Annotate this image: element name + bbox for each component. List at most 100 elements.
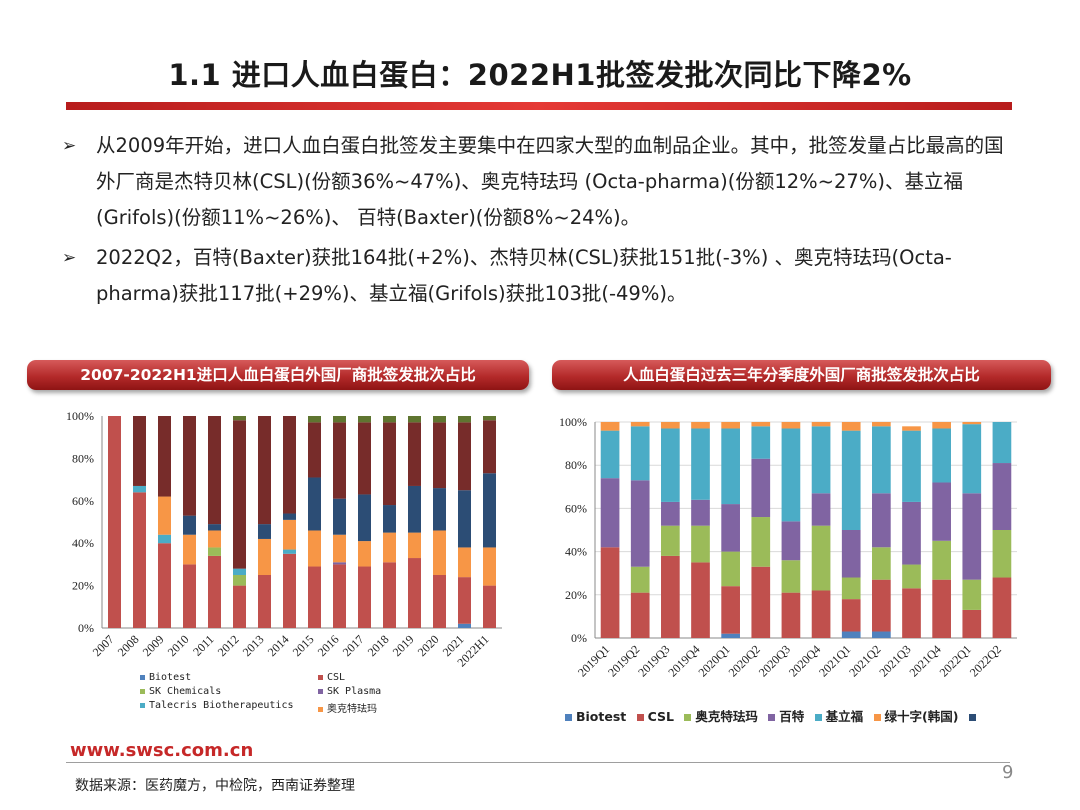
bar-segment-other xyxy=(308,477,321,531)
bar-segment-other xyxy=(358,416,371,423)
x-tick-label: 2011 xyxy=(190,632,217,659)
bar-segment-other xyxy=(258,524,271,539)
bar-segment-other xyxy=(483,416,496,421)
bar-segment-百特 xyxy=(751,458,771,518)
x-tick-label: 2020Q2 xyxy=(726,642,763,679)
website-link[interactable]: www.swsc.com.cn xyxy=(70,740,254,761)
bar-segment-绿十字-韩国- xyxy=(721,422,740,429)
legend-item-sk-plasma: SK Plasma xyxy=(318,686,381,697)
legend-label: Biotest xyxy=(149,672,192,683)
legend-swatch xyxy=(318,688,323,694)
legend-label: 基立福 xyxy=(825,709,864,724)
bar-segment-other xyxy=(408,416,421,423)
bar-segment-基立福 xyxy=(781,428,801,522)
x-tick-label: 2016 xyxy=(315,632,342,659)
bar-segment-other xyxy=(158,416,171,497)
legend-swatch xyxy=(968,714,976,721)
x-tick-label: 2020Q3 xyxy=(756,642,793,679)
legend-item-csl: CSL xyxy=(636,709,674,724)
bar-segment-other xyxy=(283,416,296,514)
bar-segment-奥克特珐玛 xyxy=(811,525,831,591)
y-tick-label: 20% xyxy=(72,579,94,593)
x-tick-label: 2019 xyxy=(390,632,417,659)
bar-segment-奥克特珐玛 xyxy=(691,525,710,563)
y-tick-label: 80% xyxy=(72,451,94,465)
bar-segment-csl xyxy=(158,543,171,628)
bar-segment-基立福 xyxy=(721,428,740,505)
bar-segment-csl xyxy=(962,609,982,638)
legend-label: Biotest xyxy=(576,709,627,724)
bar-segment-基立福 xyxy=(630,426,650,481)
legend-swatch xyxy=(318,706,323,712)
bar-segment-奥克特珐玛 xyxy=(661,525,680,556)
bar-segment-奥克特珐玛 xyxy=(308,530,321,567)
legend-item-octapharma: 奥克特珐玛 xyxy=(684,706,758,725)
bar-segment-奥克特珐玛 xyxy=(158,496,171,535)
bar-segment-绿十字-韩国- xyxy=(932,422,951,429)
bar-segment-other xyxy=(408,422,421,486)
bar-segment-other xyxy=(183,416,196,516)
legend-swatch xyxy=(636,714,644,721)
legend-swatch xyxy=(140,688,145,694)
x-tick-label: 2007 xyxy=(90,632,117,659)
bar-segment-奥克特珐玛 xyxy=(721,551,740,587)
bar-segment-other xyxy=(383,505,396,533)
bar-segment-基立福 xyxy=(992,422,1012,464)
bar-segment-other xyxy=(358,494,371,542)
bar-segment-绿十字-韩国- xyxy=(872,422,891,427)
legend-item-baxter: 百特 xyxy=(768,706,804,725)
bar-segment-基立福 xyxy=(841,430,861,530)
bar-segment-绿十字-韩国- xyxy=(811,422,831,427)
left-chart-banner: 2007-2022H1进口人血白蛋白外国厂商批签发批次占比 xyxy=(27,360,529,390)
bar-segment-绿十字-韩国- xyxy=(962,422,982,425)
x-tick-label: 2020 xyxy=(415,632,442,659)
bar-segment-百特 xyxy=(962,493,982,580)
bar-segment-奥克特珐玛 xyxy=(208,530,221,548)
data-source-note: 数据来源：医药魔方，中检院，西南证券整理 xyxy=(75,778,355,794)
bar-segment-奥克特珐玛 xyxy=(258,538,271,575)
bar-segment-biotest xyxy=(841,631,861,638)
bar-segment-奥克特珐玛 xyxy=(992,530,1012,578)
bar-segment-biotest xyxy=(721,633,740,638)
x-tick-label: 2019Q4 xyxy=(665,642,702,679)
bar-segment-other xyxy=(458,416,471,423)
bar-segment-csl xyxy=(433,575,446,628)
bar-segment-基立福 xyxy=(751,426,771,459)
bar-segment-other xyxy=(383,416,396,423)
legend-label: 奥克特珐玛 xyxy=(327,704,377,715)
legend-swatch xyxy=(565,714,572,721)
x-tick-label: 2022Q1 xyxy=(937,642,974,679)
bar-segment-绿十字-韩国- xyxy=(902,426,921,431)
bar-segment-other xyxy=(133,416,146,486)
bullet-item-2: ➢ 2022Q2，百特(Baxter)获批164批(+2%)、杰特贝林(CSL)… xyxy=(62,240,1012,312)
legend-label: 百特 xyxy=(779,709,805,724)
bar-segment-百特 xyxy=(691,499,710,526)
bar-segment-biotest xyxy=(458,623,471,628)
bar-segment-csl xyxy=(932,579,951,638)
y-tick-label: 100% xyxy=(559,415,587,429)
bar-segment-other xyxy=(433,422,446,489)
bar-segment-other xyxy=(433,416,446,423)
bar-segment-百特 xyxy=(902,501,921,565)
bar-segment-csl xyxy=(283,553,296,628)
legend-label: Talecris Biotherapeutics xyxy=(149,700,294,711)
bar-segment-csl xyxy=(458,577,471,624)
x-tick-label: 2010 xyxy=(165,632,192,659)
legend-item-csl: CSL xyxy=(318,672,345,683)
bar-segment-奥克特珐玛 xyxy=(183,534,196,565)
x-tick-label: 2017 xyxy=(340,632,367,659)
bar-segment-csl xyxy=(183,564,196,628)
bar-segment-绿十字-韩国- xyxy=(751,422,771,427)
bar-segment-csl xyxy=(383,562,396,628)
bar-segment-基立福 xyxy=(932,428,951,483)
legend-swatch xyxy=(140,674,145,680)
legend-label: SK Chemicals xyxy=(149,686,222,697)
legend-swatch xyxy=(684,714,692,721)
x-tick-label: 2019Q3 xyxy=(635,642,672,679)
bar-segment-other xyxy=(308,422,321,478)
bar-segment-百特 xyxy=(661,501,680,526)
bar-segment-奥克特珐玛 xyxy=(483,547,496,586)
bar-segment-csl xyxy=(308,566,321,628)
quarterly-share-chart: 0% 20% 40% 60% 80% 100% 2019Q12019Q22019Q32019… xyxy=(559,415,1017,679)
x-tick-label: 2021Q1 xyxy=(816,642,853,679)
